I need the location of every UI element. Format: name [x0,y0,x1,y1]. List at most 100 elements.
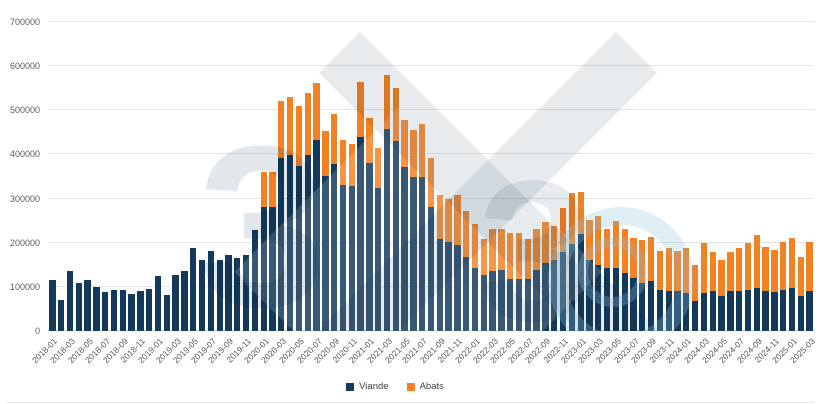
bar-abats-2021-07 [419,123,426,177]
bar-viande-2024-09 [753,287,760,331]
bar-viande-2024-02 [691,301,699,331]
bar-viande-2023-05 [612,267,620,331]
bar-viande-2018-01 [49,280,56,331]
legend-label-viande: Viande [359,381,389,392]
bar-abats-2023-04 [603,229,611,269]
bar-viande-2021-03 [383,128,391,331]
bar-abats-2023-01 [577,192,584,234]
bar-viande-2022-12 [568,244,576,331]
bar-abats-2024-07 [735,247,743,291]
bar-viande-2021-06 [410,177,417,331]
bar-viande-2022-03 [489,270,496,331]
bar-viande-2023-03 [595,264,602,331]
bar-viande-2021-05 [401,166,408,331]
bar-abats-2023-12 [674,251,681,292]
bar-viande-2023-08 [639,283,646,331]
bar-viande-2021-04 [392,140,399,331]
bar-viande-2019-08 [216,259,223,331]
bar-viande-2025-01 [788,287,796,331]
bar-viande-2023-09 [647,281,655,331]
y-axis-label: 400000 [9,149,40,160]
bar-viande-2021-07 [419,176,426,331]
bar-abats-2022-12 [568,193,576,245]
gridline [48,109,814,111]
bar-abats-2025-03 [806,242,813,291]
bar-viande-2020-11 [348,185,355,331]
bar-abats-2020-08 [322,131,329,176]
y-axis-label: 100000 [9,281,40,292]
bar-viande-2018-08 [110,289,118,331]
bar-viande-2022-10 [551,259,558,331]
bar-abats-2022-03 [489,228,496,271]
bar-viande-2024-07 [735,290,743,331]
bar-viande-2018-10 [128,294,135,331]
bar-abats-2022-11 [559,208,567,252]
bar-abats-2022-05 [507,233,514,279]
y-axis-label: 500000 [9,105,40,116]
bar-abats-2020-11 [348,143,355,186]
y-axis-label: 300000 [9,193,40,204]
bar-abats-2021-06 [410,129,417,178]
bar-abats-2022-02 [480,239,487,275]
bar-viande-2020-02 [269,207,276,331]
bar-abats-2022-01 [471,224,479,268]
bar-viande-2024-08 [744,290,752,331]
bar-abats-2020-10 [339,140,347,186]
bar-viande-2021-01 [366,162,373,331]
bar-viande-2018-12 [146,289,153,331]
bar-viande-2019-04 [181,270,188,331]
bar-abats-2022-09 [542,221,549,264]
bar-viande-2023-11 [665,291,672,331]
bar-abats-2021-11 [454,195,461,246]
bar-viande-2019-06 [198,259,206,331]
viande-color-swatch [346,382,355,391]
bar-viande-2025-03 [806,290,813,331]
chart-bottom-divider [6,402,814,403]
bar-abats-2024-11 [771,250,778,292]
bar-viande-2020-04 [286,154,294,331]
bar-abats-2021-05 [401,120,408,167]
bar-abats-2022-04 [498,229,505,271]
gridline [48,65,814,67]
bar-viande-2022-05 [507,278,514,331]
bar-viande-2024-10 [762,291,769,331]
bar-viande-2022-06 [515,278,523,331]
bar-viande-2022-11 [559,251,567,331]
legend-item-abats: Abats [406,381,444,392]
bar-viande-2019-09 [225,255,232,331]
bar-viande-2021-08 [427,206,435,331]
bar-viande-2024-04 [709,291,716,331]
bar-viande-2023-04 [603,268,611,331]
bar-viande-2019-07 [207,250,215,331]
bar-abats-2023-11 [665,247,672,292]
bar-viande-2020-09 [330,163,338,331]
bar-viande-2023-12 [674,291,681,331]
bar-viande-2019-11 [242,255,250,331]
bar-abats-2020-03 [278,100,285,158]
bar-abats-2024-10 [762,247,769,292]
y-axis-label: 700000 [9,17,40,27]
bar-viande-2021-12 [463,256,470,331]
bar-abats-2022-08 [533,229,540,270]
bar-abats-2020-06 [304,93,311,156]
bar-viande-2018-02 [58,300,65,331]
bar-abats-2021-12 [463,211,470,257]
bar-viande-2020-10 [339,185,347,331]
bar-viande-2024-06 [727,291,734,331]
bar-viande-2018-04 [75,282,82,331]
bar-abats-2021-01 [366,118,373,163]
bar-abats-2020-09 [330,114,338,164]
bar-viande-2024-11 [771,291,778,331]
bar-viande-2020-06 [304,155,311,331]
bar-abats-2020-02 [269,172,276,208]
bar-viande-2021-09 [436,239,443,331]
gridline [48,21,814,22]
bar-viande-2023-01 [577,233,584,331]
bar-abats-2020-04 [286,96,294,155]
bar-viande-2022-07 [524,279,531,331]
plot-area [48,21,814,331]
bar-abats-2024-12 [780,242,787,291]
bar-abats-2020-07 [313,83,320,140]
bar-viande-2023-10 [656,289,664,331]
